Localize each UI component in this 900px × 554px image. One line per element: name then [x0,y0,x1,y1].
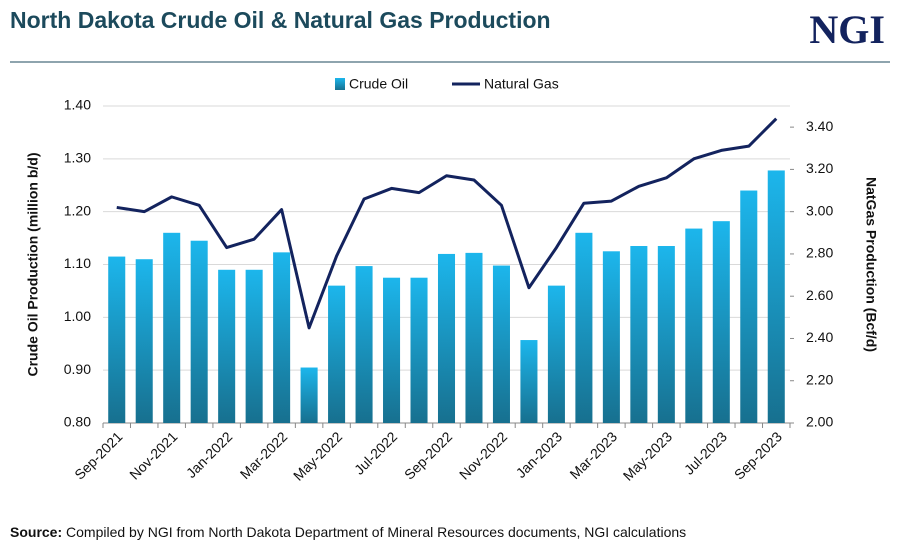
bar [767,170,785,423]
y2-tick-label: 3.20 [806,160,833,176]
bar [657,246,675,423]
y-tick-label: 0.80 [64,414,91,430]
x-tick-label: Jul-2023 [681,428,730,477]
x-tick-label: Nov-2021 [126,428,180,482]
bar [465,252,483,423]
bar [410,277,428,423]
bar [630,246,648,423]
y-tick-label: 0.90 [64,361,91,377]
legend-label: Natural Gas [484,76,559,92]
y2-tick-label: 2.80 [806,245,833,261]
y-tick-label: 1.20 [64,202,91,218]
y-tick-label: 1.30 [64,150,91,166]
bar [245,269,263,423]
bar [163,232,181,423]
y2-axis-label: NatGas Production (Bcf/d) [863,177,879,352]
x-tick-label: Nov-2022 [456,428,510,482]
bar [602,251,620,423]
bar [492,265,510,423]
y-axis-label: Crude Oil Production (million b/d) [25,153,41,377]
x-tick-label: Jan-2022 [183,428,236,481]
bar [328,285,346,423]
y2-tick-label: 2.40 [806,329,833,345]
x-tick-label: Jul-2022 [351,428,400,477]
y-tick-label: 1.00 [64,308,91,324]
x-tick-label: May-2022 [290,428,345,483]
y-tick-label: 1.10 [64,255,91,271]
x-tick-label: Mar-2022 [237,428,291,482]
bar [273,252,291,423]
legend-swatch [335,78,345,90]
y2-tick-label: 2.20 [806,371,833,387]
bar [218,269,236,423]
y2-tick-label: 3.00 [806,202,833,218]
bar [355,266,373,423]
source: Source: Compiled by NGI from North Dakot… [10,524,686,540]
line [116,117,778,330]
y2-tick-label: 2.00 [806,414,833,430]
bar [547,285,565,423]
bar [437,253,456,423]
bar [575,232,593,423]
y2-tick-label: 3.40 [806,118,833,134]
y2-tick-label: 2.60 [806,287,833,303]
legend-label: Crude Oil [349,76,408,92]
x-tick-label: Jan-2023 [513,428,566,481]
chart-title: North Dakota Crude Oil & Natural Gas Pro… [10,7,551,33]
source-text: Compiled by NGI from North Dakota Depart… [66,524,686,540]
bar [108,256,126,423]
bar [190,240,208,423]
x-tick-label: Mar-2023 [566,428,620,482]
bar [712,221,730,423]
x-tick-label: Sep-2023 [731,428,785,482]
source-label: Source: [10,524,62,540]
bar [520,340,538,423]
x-tick-label: Sep-2021 [71,428,125,482]
bar [383,277,401,423]
bar [300,367,318,423]
bar [135,259,153,423]
x-tick-label: Sep-2022 [401,428,455,482]
x-tick-label: May-2023 [620,428,675,483]
bar [685,228,703,423]
bar [740,190,758,423]
logo: NGI [809,7,885,52]
y-tick-label: 1.40 [64,97,91,113]
